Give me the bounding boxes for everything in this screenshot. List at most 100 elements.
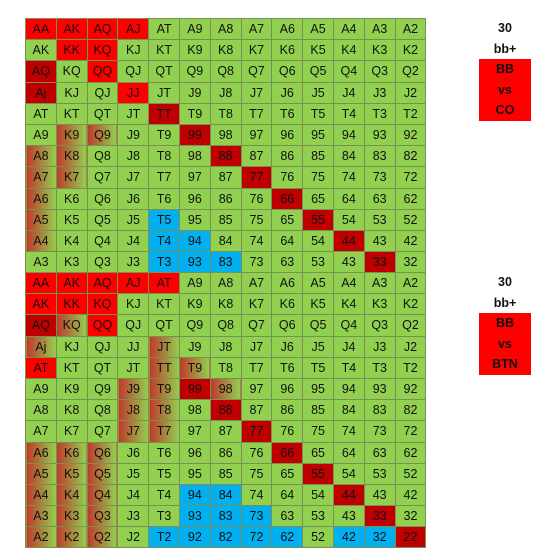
hand-cell: 85 xyxy=(302,399,334,422)
hand-cell: 77 xyxy=(240,166,273,189)
hand-cell: J2 xyxy=(117,526,150,549)
hand-cell: 33 xyxy=(363,251,396,274)
hand-cell: K3 xyxy=(55,251,88,274)
hand-cell: Q8 xyxy=(209,314,242,337)
hand-cell: 94 xyxy=(178,483,211,507)
grid-row: A9 K9 Q9 J9 T9 99 98 97 96 95 94 93 92 xyxy=(25,123,427,147)
hand-cell: T5 xyxy=(148,208,180,231)
hand-cell: T2 xyxy=(394,356,427,379)
info-label: CO xyxy=(479,100,531,121)
hand-cell: 92 xyxy=(178,526,211,549)
hand-cell: J4 xyxy=(117,229,150,253)
hand-cell: J3 xyxy=(117,251,150,274)
hand-cell: A5 xyxy=(302,17,334,41)
hand-cell: T3 xyxy=(148,505,180,528)
hand-cell: Q9 xyxy=(178,60,211,83)
hand-cell: A6 xyxy=(271,17,304,41)
hand-cell: 98 xyxy=(209,377,242,401)
hand-cell: Q4 xyxy=(86,483,119,507)
hand-cell: 76 xyxy=(240,187,273,210)
hand-cell: J3 xyxy=(117,505,150,528)
hand-cell: Q4 xyxy=(332,60,365,83)
hand-cell: 83 xyxy=(209,505,242,528)
hand-cell: K3 xyxy=(363,293,396,316)
hand-cell: KJ xyxy=(117,39,150,62)
hand-cell: K5 xyxy=(55,208,88,231)
hand-cell: J5 xyxy=(302,335,334,358)
hand-cell: 52 xyxy=(302,526,334,549)
hand-cell: J2 xyxy=(394,335,427,358)
hand-cell: J6 xyxy=(271,335,304,358)
hand-cell: T8 xyxy=(148,399,180,422)
info-label: BB xyxy=(479,313,531,334)
grid-row: A6 K6 Q6 J6 T6 96 86 76 66 65 64 63 62 xyxy=(25,187,427,210)
hand-cell: T4 xyxy=(332,102,365,125)
hand-cell: KT xyxy=(55,356,88,379)
hand-cell: J8 xyxy=(209,81,242,104)
hand-cell: Q6 xyxy=(271,60,304,83)
hand-cell: T4 xyxy=(148,483,180,507)
hand-cell: 77 xyxy=(240,420,273,443)
hand-cell: T7 xyxy=(148,166,180,189)
hand-cell: 86 xyxy=(209,441,242,464)
hand-cell: A6 xyxy=(271,271,304,295)
hand-cell: 83 xyxy=(363,145,396,168)
hand-cell: 72 xyxy=(394,166,427,189)
hand-cell: 76 xyxy=(271,166,304,189)
hand-cell: JJ xyxy=(117,335,150,358)
hand-cell: 98 xyxy=(178,145,211,168)
hand-cell: Q3 xyxy=(363,60,396,83)
hand-cell: 42 xyxy=(394,483,427,507)
hand-cell: 86 xyxy=(271,399,304,422)
hand-cell: 65 xyxy=(302,441,334,464)
hand-cell: T8 xyxy=(209,102,242,125)
hand-cell: JT xyxy=(148,81,180,104)
hand-cell: A8 xyxy=(209,17,242,41)
range-info-btn: 30 bb+ BB vs BTN xyxy=(479,272,531,375)
hand-cell: 99 xyxy=(178,123,211,147)
hand-cell: KJ xyxy=(55,81,88,104)
hand-cell: 43 xyxy=(363,483,396,507)
hand-cell: Q6 xyxy=(86,441,119,464)
hand-cell: 52 xyxy=(394,462,427,485)
hand-cell: 86 xyxy=(271,145,304,168)
hand-cell: A2 xyxy=(394,17,427,41)
hand-cell: KQ xyxy=(55,60,88,83)
hand-cell: T9 xyxy=(148,123,180,147)
hand-cell: J7 xyxy=(240,335,273,358)
hand-cell: A3 xyxy=(25,251,57,274)
hand-cell: Q7 xyxy=(240,314,273,337)
hand-cell: A3 xyxy=(363,271,396,295)
hand-cell: A9 xyxy=(178,271,211,295)
hand-cell: Q9 xyxy=(86,377,119,401)
hand-cell: Q8 xyxy=(86,399,119,422)
hand-cell: A4 xyxy=(332,271,365,295)
hand-cell: T4 xyxy=(332,356,365,379)
hand-cell: A8 xyxy=(25,145,57,168)
hand-cell: Q5 xyxy=(86,208,119,231)
hand-cell: Q5 xyxy=(302,60,334,83)
hand-cell: KT xyxy=(148,293,180,316)
hand-cell: Q2 xyxy=(394,314,427,337)
hand-cell: JT xyxy=(148,335,180,358)
hand-cell: A3 xyxy=(363,17,396,41)
hand-cell: 53 xyxy=(302,505,334,528)
hand-cell: 54 xyxy=(332,462,365,485)
hand-cell: 75 xyxy=(240,462,273,485)
hand-cell: 87 xyxy=(240,399,273,422)
info-label: BTN xyxy=(479,354,531,375)
hand-cell: K5 xyxy=(55,462,88,485)
hand-cell: A5 xyxy=(25,462,57,485)
hand-cell: Q8 xyxy=(209,60,242,83)
hand-cell: A2 xyxy=(394,271,427,295)
hand-cell: T5 xyxy=(302,356,334,379)
hand-cell: JT xyxy=(117,102,150,125)
hand-cell: T7 xyxy=(240,356,273,379)
grid-row: A8 K8 Q8 J8 T8 98 88 87 86 85 84 83 82 xyxy=(25,145,427,168)
hand-cell: K6 xyxy=(271,39,304,62)
grid-row: A3 K3 Q3 J3 T3 93 83 73 63 53 43 33 32 xyxy=(25,505,427,528)
hand-cell: T4 xyxy=(148,229,180,253)
hand-cell: 64 xyxy=(271,229,304,253)
hand-cell: AT xyxy=(148,17,180,41)
hand-cell: J9 xyxy=(117,377,150,401)
